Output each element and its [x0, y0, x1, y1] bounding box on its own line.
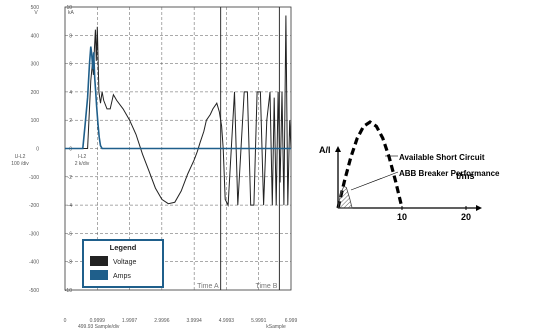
- left-axis-scale: 100 /div: [11, 161, 29, 167]
- right-axis-title: I-L2: [78, 154, 87, 160]
- x-axis-tick-label: 4.9993: [219, 318, 235, 324]
- right-axis-tick-label: -8: [68, 260, 73, 266]
- x-axis-tick-label: 0: [64, 318, 67, 324]
- x-axis-unit-label: kSample: [266, 324, 286, 330]
- left-axis-tick-label: 200: [31, 90, 40, 96]
- sample-axis: 0 0.9999 1.9997 2.9996 3.9994 4.9993 5.9991 6.9…: [64, 318, 298, 324]
- right-axis-tick-label: 2: [69, 118, 72, 124]
- right-axis-scale: 2 k/div: [75, 161, 90, 167]
- x-axis-sample-label: 499.93 Sample/div: [78, 324, 120, 330]
- waveform-series: [65, 15, 292, 207]
- left-axis-tick-label: -500: [29, 288, 39, 294]
- left-axis-tick-label: 500: [31, 5, 40, 11]
- schematic-y-label: A/I: [319, 145, 331, 155]
- left-axis-unit: V: [34, 10, 38, 16]
- voltage-axis: 500 400 300 200 100 0 -100 -200 -300 -400 -500: [29, 5, 39, 294]
- current-axis: 10 8 6 4 2 0 -2 -4 -6 -8 -10: [65, 5, 72, 294]
- schematic-x-label: t/ms: [456, 171, 475, 181]
- x-axis-tick-label: 3.9994: [186, 318, 202, 324]
- series-line-voltage: [65, 15, 292, 207]
- leader-line-breaker: [350, 171, 399, 191]
- schematic-series: [336, 120, 404, 209]
- available-short-circuit-curve: [336, 120, 404, 209]
- schematic-x-tick-label: 10: [397, 212, 407, 222]
- right-axis-tick-label: 10: [66, 5, 72, 11]
- left-axis-tick-label: 300: [31, 62, 40, 68]
- time-marker-label: Time B: [255, 283, 277, 290]
- label-available-short-circuit: Available Short Circuit: [399, 153, 485, 162]
- left-axis-tick-label: 400: [31, 33, 40, 39]
- label-abb-breaker-performance: ABB Breaker Performance: [399, 169, 500, 178]
- left-axis-title: U-L2: [15, 154, 26, 160]
- right-axis-tick-label: 8: [69, 33, 72, 39]
- right-axis-tick-label: 0: [69, 147, 72, 153]
- right-axis-tick-label: 6: [69, 62, 72, 68]
- x-axis-tick-label: 6.999: [285, 318, 298, 324]
- right-axis-unit: kA: [68, 10, 75, 16]
- left-axis-tick-label: -200: [29, 203, 39, 209]
- legend: Legend Voltage Amps: [82, 239, 164, 288]
- y-axis-arrowhead: [335, 146, 341, 152]
- legend-label-amps: Amps: [113, 273, 131, 280]
- x-axis-tick-label: 0.9999: [90, 318, 106, 324]
- right-axis-tick-label: -6: [68, 231, 73, 237]
- x-axis-arrowhead: [476, 205, 482, 211]
- schematic-axes: 10 20: [335, 146, 482, 222]
- left-axis-tick-label: -100: [29, 175, 39, 181]
- right-axis-tick-label: -10: [65, 288, 72, 294]
- series-line-amps: [65, 46, 291, 150]
- x-axis-tick-label: 1.9997: [122, 318, 138, 324]
- legend-title: Legend: [110, 243, 137, 252]
- x-axis-tick-label: 2.9996: [154, 318, 170, 324]
- time-marker-label: Time A: [197, 283, 219, 290]
- left-axis-tick-label: -400: [29, 260, 39, 266]
- breaker-schematic-chart: 10 20 A/I t/ms Available Short Circuit AB…: [319, 120, 500, 222]
- left-axis-tick-label: 100: [31, 118, 40, 124]
- legend-label-voltage: Voltage: [113, 259, 136, 266]
- legend-swatch-amps: [90, 270, 108, 280]
- legend-swatch-voltage: [90, 256, 108, 266]
- right-axis-tick-label: 4: [69, 90, 72, 96]
- abb-breaker-performance-area: [337, 185, 353, 209]
- left-axis-tick-label: 0: [36, 147, 39, 153]
- x-axis-tick-label: 5.9991: [251, 318, 267, 324]
- right-axis-tick-label: -2: [68, 175, 73, 181]
- right-axis-tick-label: -4: [68, 203, 73, 209]
- schematic-x-tick-label: 20: [461, 212, 471, 222]
- left-axis-tick-label: -300: [29, 231, 39, 237]
